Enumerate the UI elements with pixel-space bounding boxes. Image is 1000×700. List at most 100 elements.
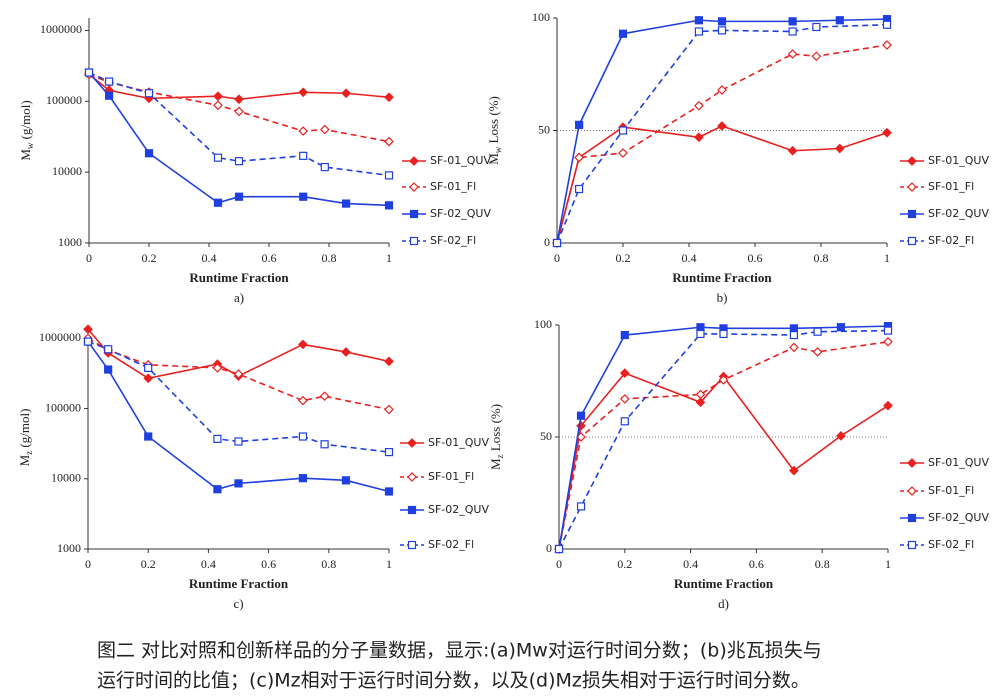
marker [213, 91, 223, 102]
marker [384, 447, 394, 457]
x-axis-label: Runtime Fraction [189, 270, 289, 285]
panel-label: d) [718, 596, 729, 611]
series-line [558, 329, 889, 550]
y-tick-label: 100000 [45, 400, 81, 414]
x-tick-label: 0 [556, 557, 562, 571]
y-axis-label-part: z [495, 454, 505, 458]
marker [234, 94, 244, 105]
marker [104, 365, 113, 374]
marker [789, 324, 799, 333]
y-axis-label-part: (g/mol) [17, 409, 32, 451]
marker [694, 100, 704, 111]
marker [234, 479, 243, 488]
marker [83, 324, 93, 335]
marker [298, 87, 309, 98]
marker [213, 100, 223, 111]
marker [883, 336, 893, 347]
legend-marker [407, 472, 417, 482]
marker [341, 347, 351, 357]
y-tick-label: 50 [540, 429, 552, 443]
x-tick-label: 0.4 [682, 251, 697, 265]
y-axis-label-part: M [488, 458, 503, 470]
marker [883, 326, 893, 335]
legend-marker [409, 236, 419, 246]
series-line [87, 341, 390, 493]
legend-label: SF-01_QUV [928, 154, 989, 167]
marker [618, 148, 628, 158]
marker [882, 40, 892, 50]
marker [234, 157, 244, 166]
marker [234, 106, 244, 117]
marker [104, 91, 114, 100]
legend-marker [907, 182, 917, 192]
marker [694, 27, 704, 36]
marker [882, 127, 892, 138]
marker [575, 120, 584, 129]
x-tick-label: 0.4 [202, 251, 217, 265]
y-axis-label-part: M [17, 454, 32, 466]
legend-marker [907, 486, 917, 496]
y-axis-label: Mz Loss (%) [488, 404, 505, 470]
series-line [87, 328, 390, 380]
marker [298, 126, 309, 136]
legend-marker [907, 540, 917, 550]
marker [883, 400, 893, 411]
marker [619, 368, 630, 379]
marker [882, 20, 892, 29]
marker [213, 434, 222, 443]
x-tick-label: 0.4 [201, 557, 216, 571]
y-tick-label: 50 [538, 122, 550, 136]
series-line [88, 73, 390, 101]
y-axis-label-part: Loss (%) [486, 96, 501, 147]
marker [834, 143, 845, 154]
x-tick-label: 0.6 [748, 251, 763, 265]
marker [320, 162, 329, 172]
series-line [88, 71, 390, 207]
x-tick-label: 0 [85, 557, 91, 571]
legend-label: SF-01_Fl [428, 470, 474, 483]
y-tick-label: 1000000 [39, 330, 81, 344]
marker [787, 49, 798, 59]
marker [812, 22, 821, 32]
marker [620, 417, 629, 426]
marker [234, 192, 244, 201]
legend-label: SF-01_QUV [928, 456, 989, 469]
marker [717, 121, 727, 131]
legend-marker [407, 438, 417, 448]
x-tick-label: 1 [386, 251, 392, 265]
y-tick-label: 10000 [51, 471, 81, 485]
series-line [558, 372, 889, 550]
marker [341, 476, 351, 485]
legend-label: SF-02_Fl [928, 234, 974, 247]
legend-marker [409, 156, 419, 166]
legend-label: SF-01_QUV [428, 436, 489, 449]
y-axis-label-part: w [493, 146, 503, 153]
legend-label: SF-01_Fl [928, 484, 974, 497]
legend-label: SF-01_QUV [430, 154, 491, 167]
x-tick-label: 0.8 [322, 251, 337, 265]
legend-label: SF-02_Fl [428, 538, 474, 551]
marker [320, 440, 329, 449]
marker [234, 437, 243, 446]
series-line [556, 125, 888, 244]
x-axis-label: Runtime Fraction [674, 576, 774, 591]
legend-label: SF-02_Fl [430, 234, 476, 247]
marker [694, 16, 704, 25]
y-axis-label-part: M [486, 153, 501, 165]
marker [788, 17, 797, 26]
marker [384, 136, 394, 147]
y-tick-label: 0 [546, 541, 552, 555]
marker [213, 198, 223, 207]
marker [144, 89, 154, 98]
series-line [556, 18, 888, 244]
x-tick-label: 0.8 [321, 557, 336, 571]
marker [384, 356, 394, 367]
marker [84, 68, 94, 77]
marker [144, 432, 153, 441]
marker [213, 485, 222, 494]
y-tick-label: 100 [534, 317, 552, 331]
x-tick-label: 1 [884, 251, 890, 265]
marker [384, 404, 394, 415]
legend-marker [407, 505, 417, 515]
